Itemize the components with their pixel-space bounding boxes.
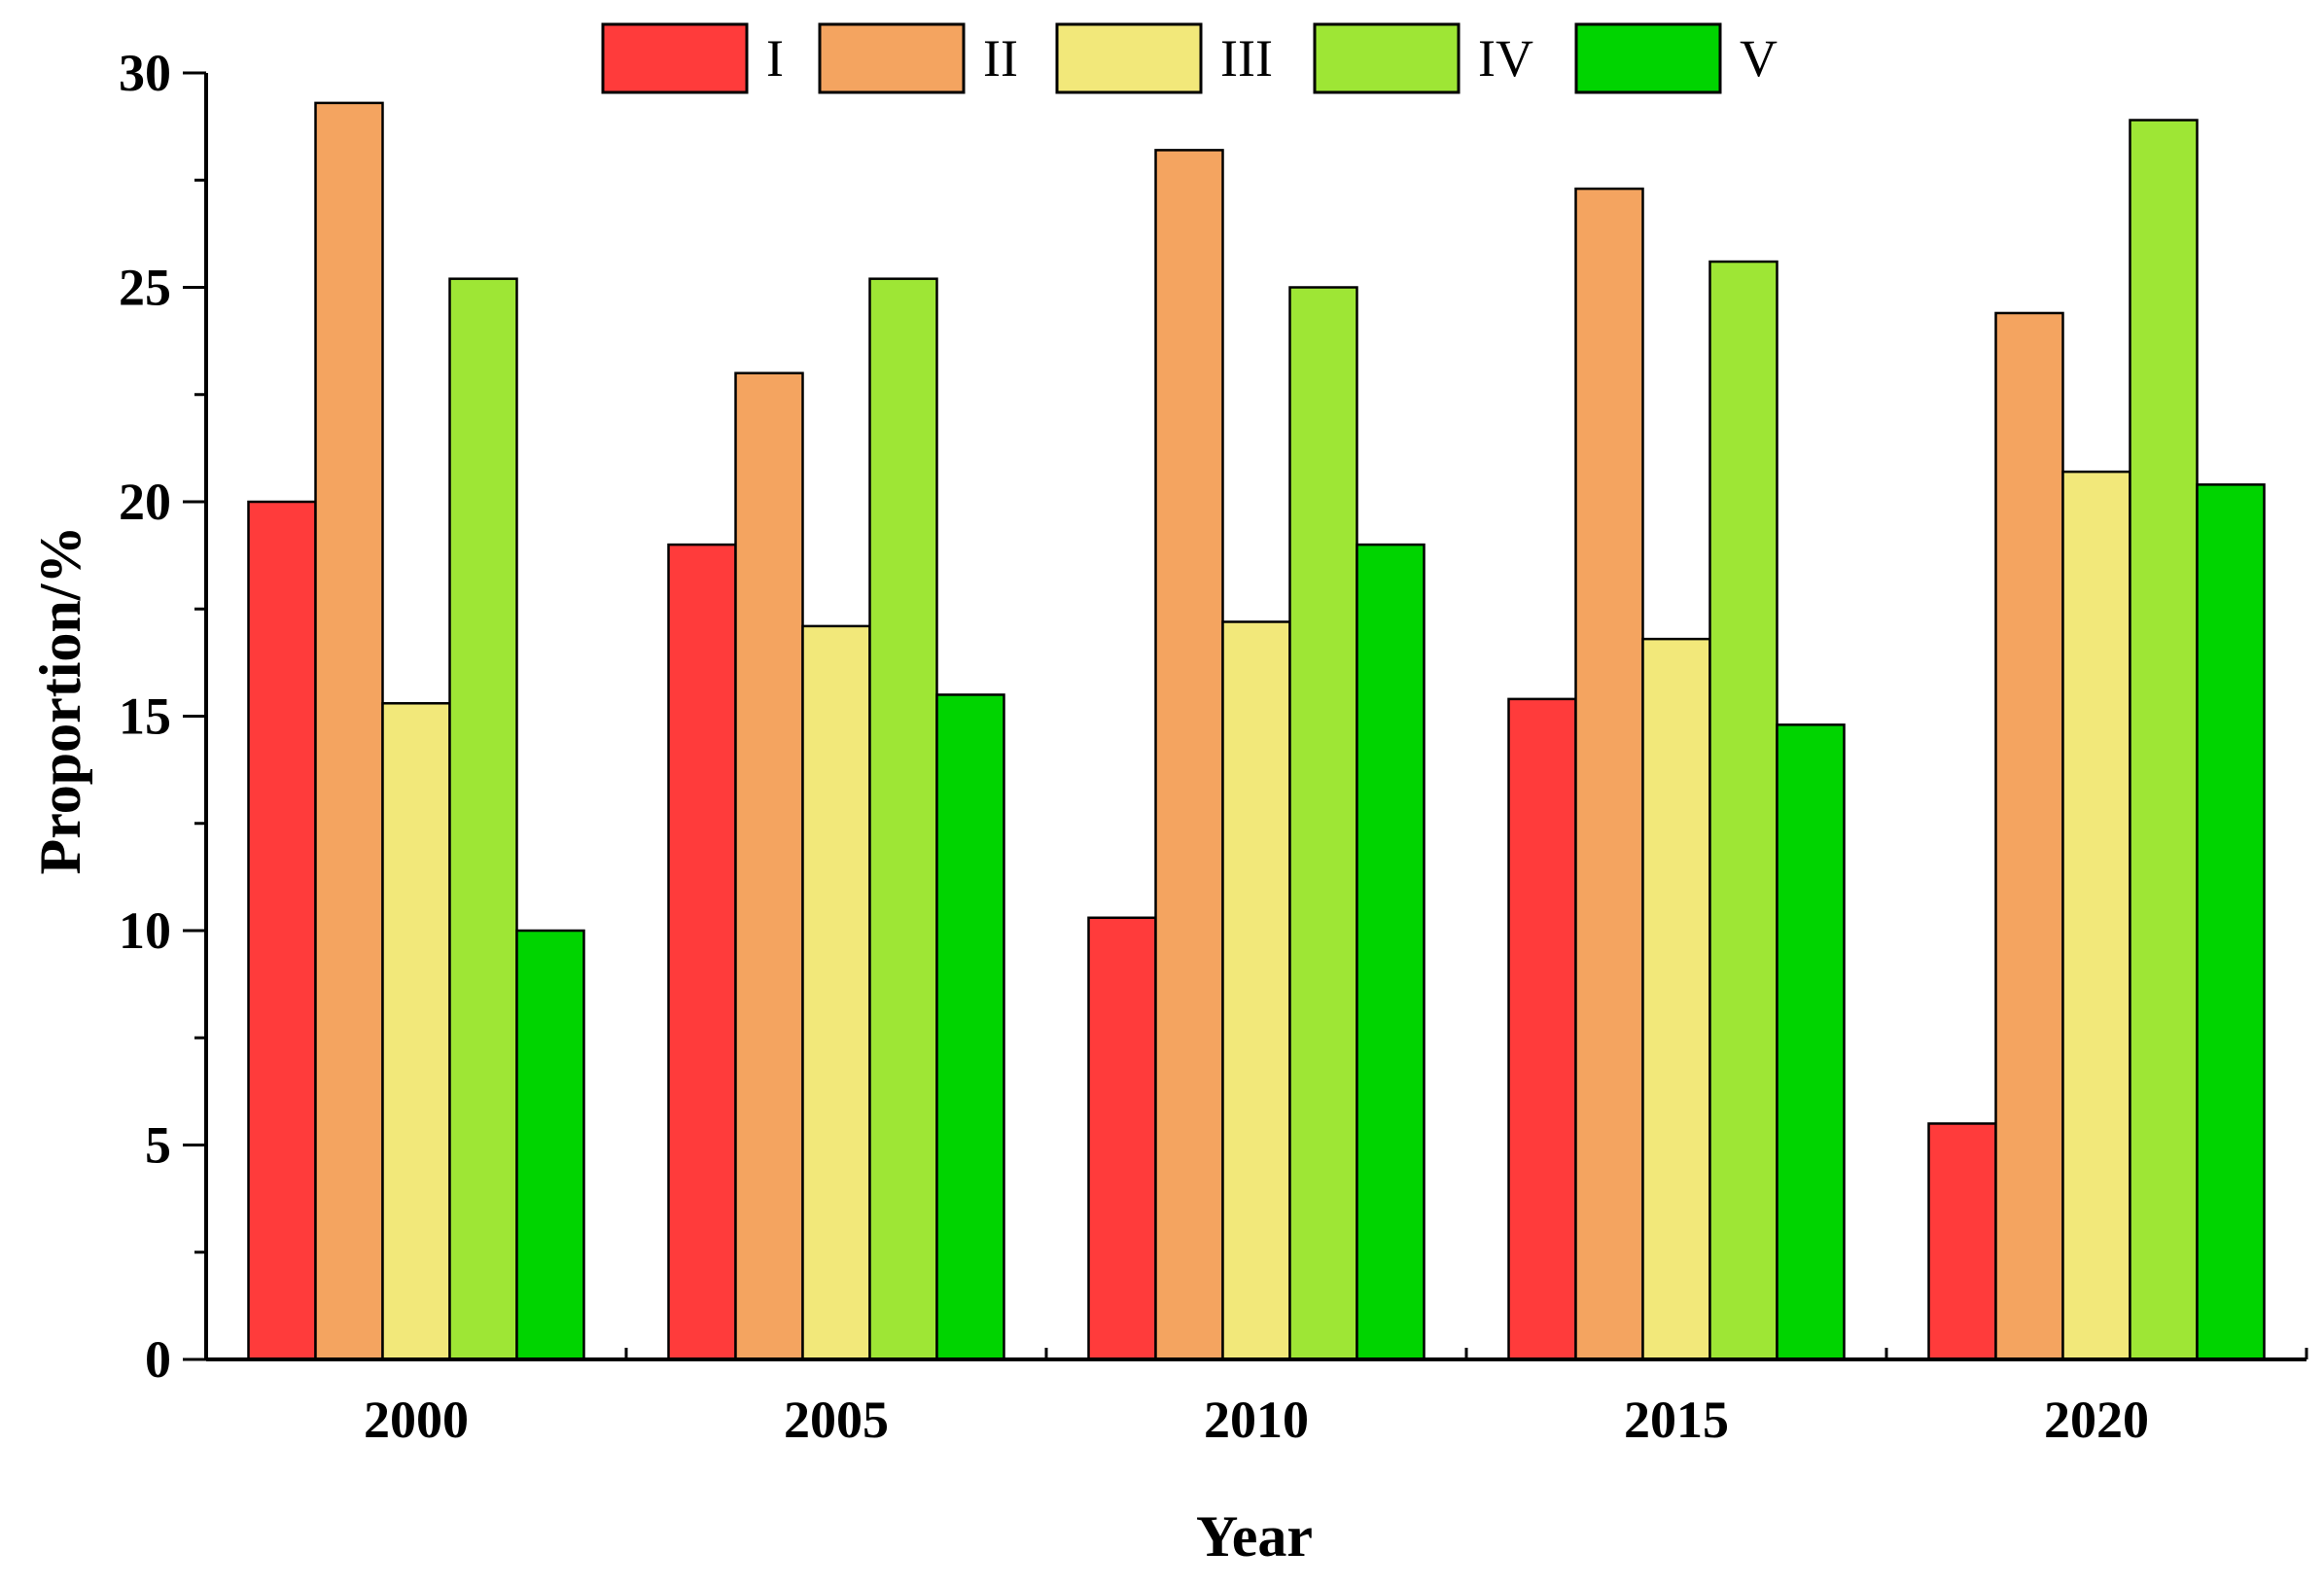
bar-I-2010 — [1087, 916, 1157, 1361]
legend-swatch-II — [818, 22, 966, 94]
axes-group: 2000 2005 2010 2015 2020 0 5 10 15 20 25 30 — [119, 44, 2308, 1449]
bar-IV-2005 — [868, 277, 938, 1361]
bar-V-2005 — [935, 693, 1005, 1361]
bar-I-2000 — [247, 500, 317, 1361]
legend-item-II: II — [818, 22, 1018, 94]
legend-swatch-IV — [1313, 22, 1461, 94]
legend-label-II: II — [983, 29, 1018, 88]
bar-II-2015 — [1574, 187, 1644, 1361]
x-tick-label-2015: 2015 — [1624, 1391, 1729, 1449]
bar-I-2005 — [667, 543, 737, 1361]
bar-III-2020 — [2061, 470, 2131, 1361]
legend-label-IV: IV — [1478, 29, 1533, 88]
bar-I-2015 — [1507, 697, 1577, 1361]
bar-V-2000 — [515, 929, 585, 1361]
x-tick-label-2010: 2010 — [1204, 1391, 1309, 1449]
bar-II-2010 — [1154, 149, 1224, 1361]
legend-item-I: I — [601, 22, 784, 94]
y-tick-label-25: 25 — [119, 259, 171, 317]
bar-II-2005 — [734, 371, 804, 1361]
y-tick-label-30: 30 — [119, 44, 171, 102]
y-tick-label-15: 15 — [119, 687, 171, 746]
bar-III-2005 — [801, 624, 871, 1361]
bar-IV-2010 — [1288, 286, 1358, 1361]
legend-swatch-V — [1574, 22, 1722, 94]
bar-II-2020 — [1994, 311, 2064, 1361]
y-tick-label-0: 0 — [145, 1330, 171, 1389]
legend-swatch-III — [1055, 22, 1203, 94]
bar-III-2010 — [1221, 620, 1291, 1361]
y-tick-label-20: 20 — [119, 473, 171, 531]
bar-V-2015 — [1776, 723, 1846, 1361]
x-tick-label-2005: 2005 — [784, 1391, 889, 1449]
bar-V-2020 — [2196, 483, 2266, 1361]
y-tick-label-5: 5 — [145, 1116, 171, 1175]
bar-V-2010 — [1356, 543, 1426, 1361]
bar-II-2000 — [314, 101, 384, 1361]
bar-I-2020 — [1927, 1122, 1997, 1361]
bar-IV-2020 — [2129, 119, 2199, 1361]
legend-item-IV: IV — [1313, 22, 1533, 94]
legend-label-V: V — [1740, 29, 1778, 88]
legend-item-III: III — [1055, 22, 1273, 94]
y-tick-label-10: 10 — [119, 901, 171, 960]
legend: I II III IV V — [601, 22, 1778, 94]
legend-item-V: V — [1574, 22, 1778, 94]
bar-IV-2000 — [448, 277, 518, 1361]
x-tick-label-2000: 2000 — [364, 1391, 469, 1449]
legend-swatch-I — [601, 22, 749, 94]
bar-IV-2015 — [1708, 260, 1778, 1361]
y-axis-title: Proportion/% — [28, 526, 92, 875]
legend-label-I: I — [766, 29, 784, 88]
x-axis-title: Year — [1196, 1504, 1313, 1568]
x-tick-label-2020: 2020 — [2044, 1391, 2149, 1449]
bar-III-2015 — [1641, 637, 1711, 1361]
legend-label-III: III — [1220, 29, 1273, 88]
bars-group — [247, 101, 2266, 1361]
bar-III-2000 — [381, 702, 451, 1361]
